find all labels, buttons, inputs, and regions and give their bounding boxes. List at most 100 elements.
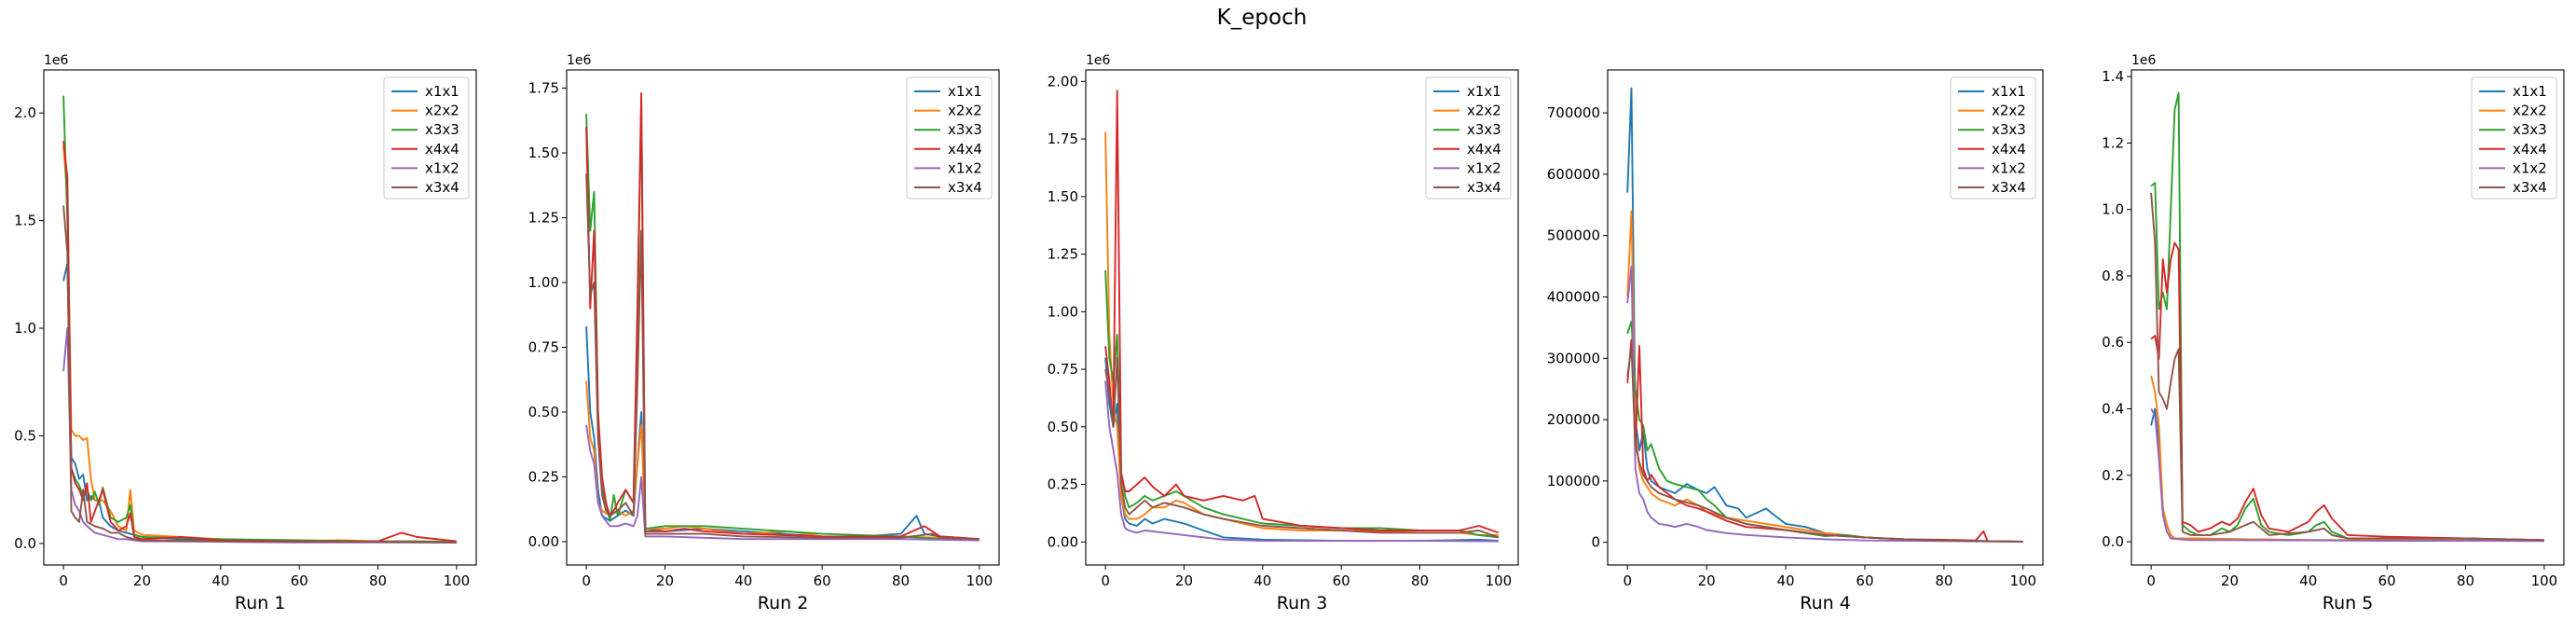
y-tick-label: 2.00 (1048, 73, 1078, 90)
x-tick-label: 100 (966, 572, 993, 589)
y-tick-label: 0.8 (2102, 268, 2124, 284)
y-tick-label: 1.0 (14, 320, 36, 337)
axes-frame (43, 69, 477, 566)
series-group (1104, 90, 1500, 543)
series-group (1626, 87, 2023, 544)
x-tick-label: 40 (1254, 572, 1271, 589)
y-offset-label: 1e6 (1086, 53, 1111, 68)
y-tick-label: 1.25 (528, 209, 559, 226)
legend-label-x3x4: x3x4 (2513, 179, 2547, 196)
x-tick-label: 80 (1935, 572, 1953, 589)
series-line-x3x4 (1104, 356, 1500, 539)
series-line-x1x1 (2150, 407, 2544, 542)
series-group (2150, 91, 2544, 543)
legend-label-x1x2: x1x2 (1467, 159, 1501, 176)
legend-label-x2x2: x2x2 (425, 103, 459, 119)
x-axis-label: Run 4 (1800, 593, 1851, 613)
y-tick-label: 0.6 (2102, 334, 2124, 351)
y-tick-label: 2.0 (14, 104, 36, 121)
legend-label-x4x4: x4x4 (948, 141, 982, 158)
series-line-x4x4 (1626, 338, 2023, 543)
y-tick-label: 0.75 (1048, 361, 1078, 378)
subplot-5: 0 20 40 60 80 100 0.0 0.2 0.4 0.6 0.8 1.0 1.2 1.4 1e6 R… (2102, 53, 2565, 613)
y-tick-label: 400000 (1547, 288, 1600, 305)
y-tick-label: 1.2 (2102, 134, 2124, 151)
y-tick-label: 1.0 (2102, 201, 2124, 218)
x-tick-label: 40 (212, 572, 229, 589)
legend-label-x3x3: x3x3 (1467, 121, 1501, 138)
legend-label-x1x1: x1x1 (1467, 83, 1501, 100)
legend-label-x3x4: x3x4 (425, 179, 459, 196)
series-line-x1x1 (1104, 357, 1499, 543)
series-line-x3x3 (2150, 91, 2544, 542)
x-tick-label: 40 (734, 572, 752, 589)
y-tick-label: 0.25 (1048, 476, 1078, 493)
figure-suptitle: K_epoch (1217, 6, 1308, 30)
y-tick-label: 1.50 (1048, 188, 1078, 205)
legend-label-x3x3: x3x3 (1992, 121, 2026, 138)
x-axis-label: Run 3 (1277, 593, 1328, 613)
x-tick-label: 20 (1698, 572, 1716, 589)
legend-label-x1x1: x1x1 (1992, 83, 2026, 100)
series-line-x3x4 (585, 173, 980, 541)
series-line-x1x2 (2150, 408, 2544, 543)
y-tick-label: 1.75 (1048, 131, 1078, 147)
series-group (585, 92, 980, 542)
y-tick-label: 1.4 (2102, 68, 2124, 85)
x-tick-label: 80 (892, 572, 910, 589)
series-line-x3x4 (2150, 192, 2544, 542)
series-line-x2x2 (1626, 210, 2023, 543)
legend-label-x1x2: x1x2 (1992, 159, 2026, 176)
y-tick-label: 1.25 (1048, 246, 1078, 263)
x-tick-label: 0 (1623, 572, 1632, 589)
y-tick-label: 1.75 (528, 79, 559, 96)
series-line-x3x4 (62, 205, 457, 544)
x-axis-label: Run 1 (235, 593, 286, 613)
x-tick-label: 20 (1175, 572, 1193, 589)
x-tick-label: 0 (1101, 572, 1110, 589)
x-axis-label: Run 5 (2323, 593, 2374, 613)
y-tick-label: 0.25 (528, 468, 559, 485)
series-line-x4x4 (2150, 241, 2544, 542)
y-tick-label: 0.50 (528, 404, 559, 420)
y-tick-label: 0.2 (2102, 467, 2124, 484)
x-tick-label: 100 (1486, 572, 1513, 589)
y-tick-label: 0.0 (2102, 533, 2124, 550)
x-tick-label: 40 (1776, 572, 1794, 589)
legend-label-x2x2: x2x2 (948, 103, 982, 119)
legend-label-x3x4: x3x4 (948, 179, 982, 196)
legend-label-x3x4: x3x4 (1467, 179, 1501, 196)
series-line-x1x2 (1626, 265, 2023, 544)
series-group (62, 95, 458, 544)
y-tick-label: 0.0 (14, 535, 36, 552)
axes-frame (1607, 69, 2044, 566)
y-tick-label: 700000 (1547, 104, 1600, 121)
series-line-x4x4 (62, 141, 458, 543)
y-tick-label: 600000 (1547, 166, 1600, 183)
legend-label-x4x4: x4x4 (425, 141, 459, 158)
series-line-x1x1 (62, 262, 457, 544)
legend-label-x1x2: x1x2 (425, 159, 459, 176)
legend-label-x1x1: x1x1 (948, 83, 982, 100)
legend-label-x3x3: x3x3 (425, 121, 459, 138)
axes-frame (1085, 69, 1519, 566)
x-tick-label: 60 (2378, 572, 2396, 589)
y-tick-label: 200000 (1547, 411, 1600, 428)
y-tick-label: 0.4 (2102, 401, 2124, 418)
legend-label-x3x3: x3x3 (948, 121, 982, 138)
y-tick-label: 100000 (1547, 473, 1600, 489)
y-offset-label: 1e6 (2131, 53, 2157, 68)
x-tick-label: 60 (291, 572, 308, 589)
y-tick-label: 0.75 (528, 338, 559, 355)
x-tick-label: 20 (656, 572, 674, 589)
y-tick-label: 1.50 (528, 145, 559, 161)
legend-label-x4x4: x4x4 (1992, 141, 2026, 158)
x-tick-label: 80 (1411, 572, 1429, 589)
legend-label-x1x2: x1x2 (948, 159, 982, 176)
legend-label-x3x4: x3x4 (1992, 179, 2026, 196)
y-tick-label: 1.00 (1048, 303, 1078, 320)
